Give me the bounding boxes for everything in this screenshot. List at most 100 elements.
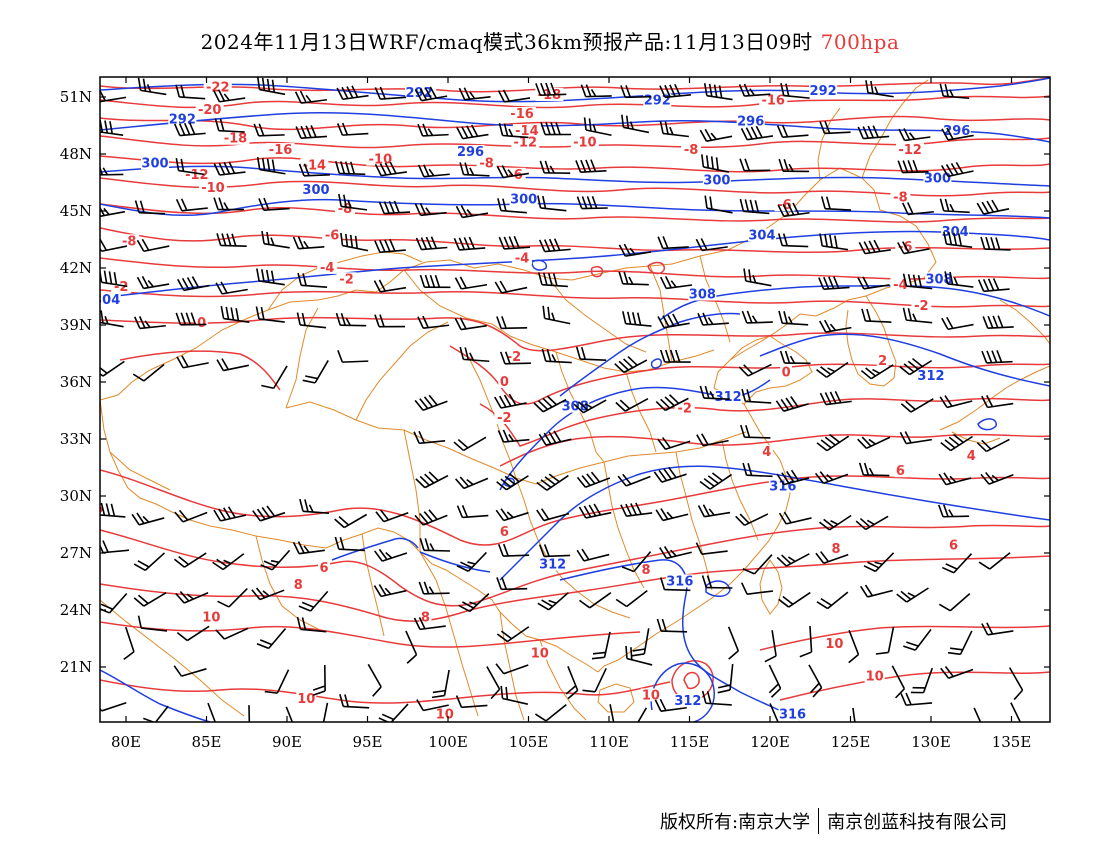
wind-barb	[819, 319, 852, 333]
wind-barb	[899, 431, 932, 445]
wind-barb	[299, 498, 330, 515]
wind-barb	[615, 589, 648, 608]
contour-label: -18	[224, 132, 248, 147]
wind-barb	[295, 125, 328, 139]
wind-barb	[657, 437, 691, 451]
wind-barb	[256, 77, 286, 96]
wind-barb	[335, 161, 366, 176]
wind-barb	[819, 233, 849, 251]
temperature-contour	[100, 203, 1050, 223]
mongolia-border	[267, 251, 423, 311]
wind-barb	[573, 399, 607, 414]
wind-barbs-layer	[100, 77, 1024, 722]
wind-barb	[699, 385, 730, 401]
wind-barb	[339, 694, 370, 709]
wind-barb	[695, 238, 728, 252]
contour-label-bg	[292, 578, 305, 592]
contour-label-bg	[318, 561, 331, 575]
wind-barb	[583, 117, 612, 137]
wind-barb	[576, 548, 610, 562]
lon-label: 125E	[831, 733, 871, 751]
wind-barb	[938, 472, 972, 486]
wind-barb	[976, 438, 1010, 453]
contour-label-bg	[336, 272, 357, 286]
contour-label-bg	[182, 167, 211, 181]
contour-label: 292	[810, 84, 837, 99]
lat-label: 51N	[60, 88, 92, 106]
wind-barb	[768, 664, 782, 698]
wind-barb	[414, 394, 448, 412]
wind-barb	[374, 548, 408, 562]
wind-barb	[861, 308, 892, 323]
wind-barb	[296, 312, 327, 329]
wind-barb	[413, 617, 446, 631]
title-main: 2024年11月13日WRF/cmaq模式36km预报产品:11月13日09时	[200, 30, 813, 54]
lat-label: 24N	[60, 601, 92, 619]
wind-barb	[455, 695, 488, 709]
wind-barb	[494, 393, 527, 409]
contour-label: -2	[114, 280, 128, 295]
wind-barb	[695, 542, 728, 555]
wind-barb	[535, 82, 567, 97]
contour-label: 0	[197, 316, 206, 331]
contour-label: -12	[514, 136, 538, 151]
contour-label: -8	[479, 156, 493, 171]
wind-barb	[777, 233, 809, 248]
contour-label-bg	[688, 287, 717, 301]
wind-barb	[816, 433, 850, 452]
wind-barb	[496, 577, 528, 591]
contour-label-bg	[911, 298, 932, 312]
wind-barb	[816, 361, 849, 378]
wind-barb	[378, 200, 411, 215]
wind-barb	[575, 346, 607, 361]
wind-barb	[941, 127, 974, 141]
contour-label-bg	[494, 411, 515, 424]
wind-barb	[536, 473, 569, 491]
contour-label: 312	[715, 390, 742, 405]
plot-frame	[99, 76, 1051, 723]
contour-label-bg	[674, 401, 695, 415]
wind-barb	[939, 395, 973, 409]
tibet-qinghai-lines	[285, 307, 449, 552]
wind-barb	[609, 704, 616, 722]
wind-barb	[981, 622, 1014, 636]
wind-barb	[621, 551, 652, 573]
contour-label-bg	[538, 557, 567, 571]
wind-barb	[537, 272, 568, 288]
contour-label-bg	[923, 171, 952, 185]
wind-barb	[216, 233, 247, 247]
wind-barb	[212, 553, 245, 571]
wind-barb	[618, 243, 652, 257]
wind-barb	[418, 164, 450, 178]
wind-barb	[659, 546, 692, 560]
lat-label: 36N	[60, 373, 92, 391]
wind-barb	[215, 281, 248, 295]
lat-label: 42N	[60, 259, 92, 277]
wind-barb	[902, 307, 933, 324]
wind-barb	[741, 310, 773, 324]
wind-barb	[132, 363, 165, 382]
contour-label-bg	[195, 103, 224, 117]
wind-barb	[248, 705, 251, 722]
wind-barb	[264, 669, 290, 694]
wind-barb	[373, 279, 407, 293]
contour-label-bg	[965, 449, 978, 462]
wind-barb	[818, 276, 850, 291]
geopotential-contour	[559, 559, 801, 721]
wind-barb	[743, 268, 772, 287]
contour-label-bg	[498, 525, 511, 538]
contour-label-bg	[100, 293, 121, 307]
wind-barb	[456, 124, 489, 140]
wind-barb	[740, 424, 771, 439]
russia-china-east	[817, 79, 929, 181]
contour-label-bg	[759, 93, 788, 107]
wind-barb	[100, 204, 126, 218]
contour-label-bg	[830, 542, 843, 556]
contour-label: -20	[198, 103, 222, 118]
wind-barb	[615, 397, 649, 412]
geopotential-contour	[100, 230, 1050, 299]
wind-barb	[133, 552, 166, 572]
contour-label: 304	[93, 293, 120, 308]
wind-barb	[620, 85, 652, 99]
wind-barb	[292, 541, 325, 555]
